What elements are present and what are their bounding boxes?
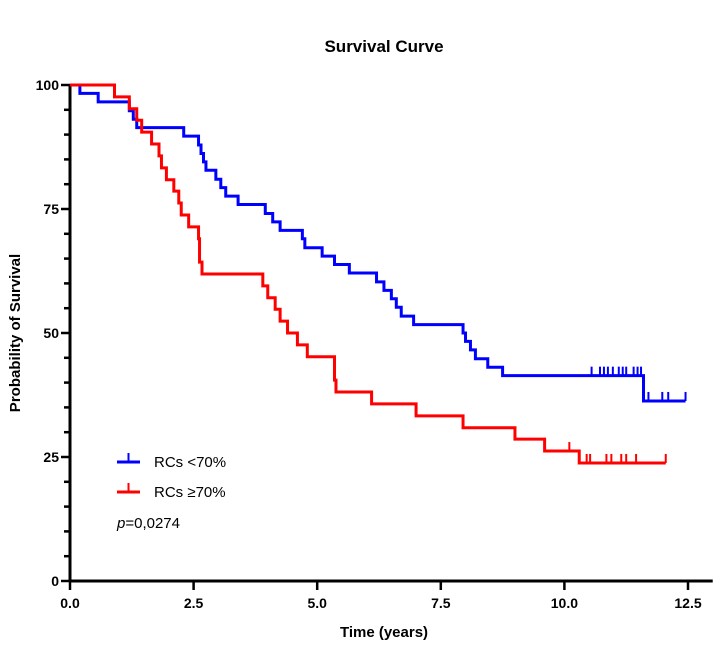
legend-label: RCs <70% [154, 454, 226, 471]
legend: RCs <70% RCs ≥70% [117, 453, 226, 501]
survival-step-line [70, 83, 666, 465]
legend-item: RCs ≥70% [117, 483, 226, 501]
x-axis-label: Time (years) [340, 624, 428, 641]
x-tick-label: 0.0 [60, 595, 80, 611]
y-axis-label: Probability of Survival [7, 254, 24, 412]
survival-step-line [70, 83, 686, 403]
legend-item: RCs <70% [117, 453, 226, 471]
y-tick-label: 0 [51, 573, 59, 589]
legend-label: RCs ≥70% [154, 484, 226, 501]
y-tick-label: 50 [43, 325, 59, 341]
p-value-annotation: p=0,0274 [116, 515, 180, 532]
p-symbol: p [116, 515, 125, 532]
x-tick-label: 7.5 [431, 595, 451, 611]
x-tick-label: 5.0 [307, 595, 327, 611]
chart-title: Survival Curve [324, 37, 443, 56]
y-tick-label: 100 [36, 77, 60, 93]
series-layer [70, 83, 687, 465]
series-rcs-lt-70 [70, 83, 687, 403]
y-tick-label: 25 [43, 449, 59, 465]
y-tick-label: 75 [43, 201, 59, 217]
axes: 0 25 50 75 100 0.0 2.5 5.0 7.5 10.0 12.5 [36, 77, 713, 611]
x-tick-label: 2.5 [184, 595, 204, 611]
series-rcs-ge-70 [70, 83, 667, 465]
x-tick-label: 10.0 [551, 595, 578, 611]
p-value: =0,0274 [125, 515, 180, 532]
x-tick-label: 12.5 [674, 595, 701, 611]
